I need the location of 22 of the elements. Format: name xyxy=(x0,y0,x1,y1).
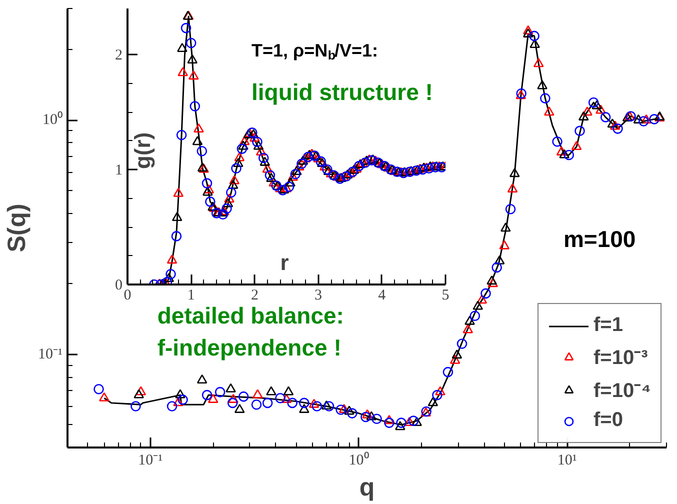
x-tick-label: 10¹ xyxy=(557,452,577,468)
annotation: m=100 xyxy=(563,226,636,252)
x-axis-title: r xyxy=(280,250,290,275)
legend-label: f=1 xyxy=(594,314,623,337)
y-axis-title: S(q) xyxy=(3,204,32,252)
x-tick-label: 3 xyxy=(314,288,322,304)
legend-label: f=10⁻³ xyxy=(594,346,648,370)
x-tick-label: 2 xyxy=(250,288,258,304)
x-tick-label: 1 xyxy=(187,288,195,304)
legend-label: f=0 xyxy=(594,409,623,432)
y-axis-title: g(r) xyxy=(130,132,155,169)
annotation: detailed balance: f-independence ! xyxy=(157,302,344,361)
legend-label: f=10⁻⁴ xyxy=(594,379,651,403)
x-tick-label: 5 xyxy=(442,288,450,304)
y-tick-label: 0 xyxy=(115,278,122,294)
y-tick-label: 1 xyxy=(115,162,122,178)
x-tick-label: 10⁰ xyxy=(348,452,369,468)
x-tick-label: 4 xyxy=(378,288,386,304)
x-tick-label: 10⁻¹ xyxy=(138,452,163,468)
annotation: liquid structure ! xyxy=(252,78,433,105)
y-tick-label: 2 xyxy=(115,48,122,64)
x-axis-title: q xyxy=(359,474,375,502)
